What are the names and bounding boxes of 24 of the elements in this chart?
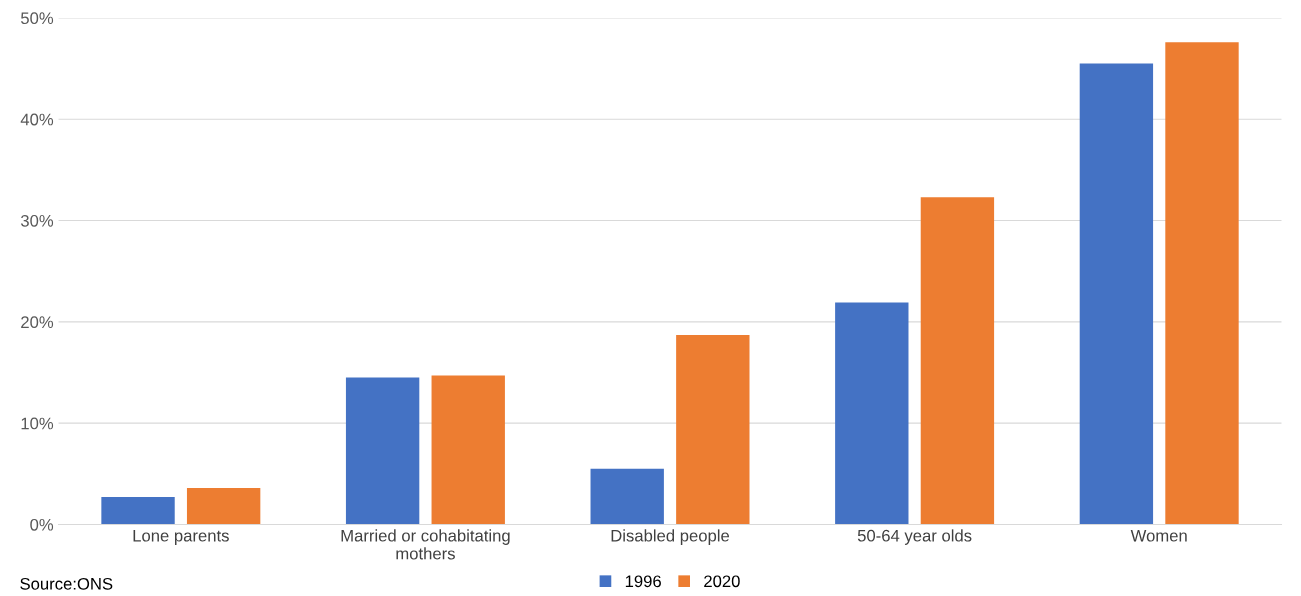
y-tick-label: 30% — [20, 214, 54, 227]
x-tick-label: Lone parents — [133, 529, 229, 545]
y-tick-label: 50% — [20, 12, 54, 25]
bar — [345, 377, 420, 525]
bar — [431, 375, 505, 525]
legend-label: 2020 — [704, 575, 740, 588]
x-tick-label: Married or cohabitating mothers — [341, 529, 510, 560]
legend-label: 1996 — [625, 575, 661, 588]
x-tick-label: 50-64 year olds — [857, 529, 972, 545]
bar — [101, 497, 175, 525]
bar — [920, 197, 995, 525]
y-tick-label: 0% — [30, 518, 54, 531]
bar — [186, 488, 261, 525]
bar — [1165, 42, 1239, 525]
bar — [835, 302, 909, 525]
y-tick-label: 10% — [21, 417, 54, 430]
x-tick-label: Disabled people — [611, 529, 730, 545]
y-tick-label: 40% — [20, 113, 54, 126]
y-tick-label: 20% — [21, 316, 54, 329]
source-note: Source:ONS — [20, 577, 113, 590]
bar — [1079, 63, 1154, 525]
x-tick-label: Women — [1130, 529, 1187, 542]
bar — [590, 468, 664, 525]
bar — [676, 335, 750, 525]
